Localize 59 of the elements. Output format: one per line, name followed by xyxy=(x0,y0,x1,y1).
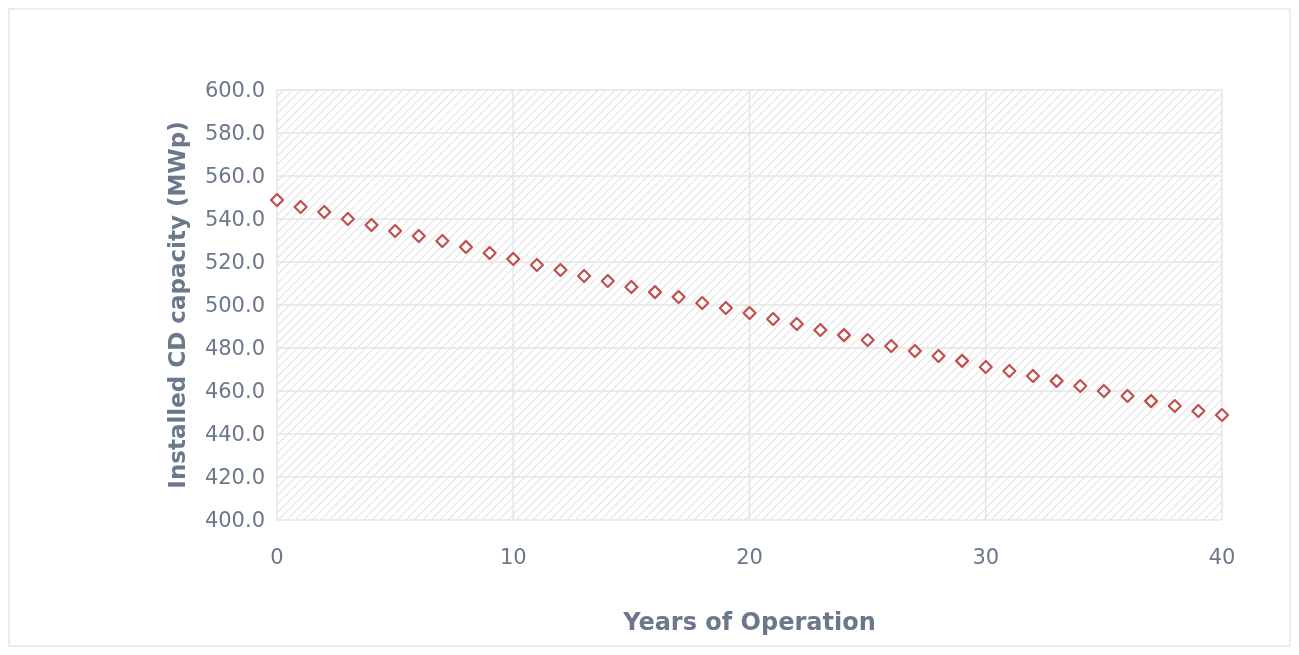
point xyxy=(647,285,663,300)
point xyxy=(1049,373,1064,388)
point xyxy=(482,245,497,261)
point xyxy=(955,353,970,368)
point xyxy=(671,289,686,305)
point xyxy=(884,338,899,354)
y-tick-label: 560.0 xyxy=(204,164,265,189)
x-tick-label: 30 xyxy=(972,545,1000,569)
y-tick-label: 480.0 xyxy=(204,336,265,361)
y-axis-title: Installed CD capacity (MWp) xyxy=(164,121,190,489)
point xyxy=(388,223,403,239)
point xyxy=(907,343,922,359)
point xyxy=(1025,368,1041,384)
point xyxy=(766,311,781,327)
point xyxy=(813,322,828,338)
point xyxy=(1214,407,1230,423)
point xyxy=(553,262,568,278)
x-tick-label: 0 xyxy=(270,545,284,569)
point xyxy=(458,239,474,255)
x-tick-label: 10 xyxy=(499,545,527,569)
point xyxy=(340,211,355,227)
y-tick-label: 580.0 xyxy=(204,121,265,146)
y-tick-label: 500.0 xyxy=(204,293,265,318)
x-tick-label: 20 xyxy=(736,545,763,569)
point xyxy=(931,348,946,364)
point xyxy=(624,279,639,295)
point xyxy=(836,328,852,343)
point xyxy=(1096,383,1111,399)
y-tick-label: 460.0 xyxy=(204,379,265,404)
point xyxy=(695,295,710,311)
point xyxy=(435,233,450,249)
point xyxy=(600,273,615,289)
point xyxy=(411,228,426,244)
point xyxy=(718,300,733,316)
x-axis-title: Years of Operation xyxy=(622,608,876,636)
point xyxy=(1191,403,1206,419)
y-tick-label: 520.0 xyxy=(204,250,265,275)
y-tick-label: 600.0 xyxy=(204,78,265,103)
point xyxy=(506,251,521,267)
y-tick-label: 540.0 xyxy=(204,207,265,232)
point xyxy=(269,192,285,208)
point xyxy=(1002,363,1017,379)
point xyxy=(577,268,592,284)
y-tick-label: 420.0 xyxy=(204,465,265,490)
point xyxy=(364,217,379,233)
point xyxy=(317,204,332,219)
point xyxy=(1120,388,1135,404)
point xyxy=(1144,394,1159,409)
point xyxy=(293,199,308,215)
point xyxy=(860,332,875,348)
y-tick-label: 440.0 xyxy=(204,422,265,447)
point xyxy=(789,316,804,332)
y-tick-label: 400.0 xyxy=(204,508,265,533)
point xyxy=(1073,378,1088,394)
x-tick-label: 40 xyxy=(1208,545,1236,569)
point xyxy=(529,257,544,273)
point xyxy=(978,359,993,375)
point xyxy=(1167,398,1182,414)
point xyxy=(742,305,757,321)
